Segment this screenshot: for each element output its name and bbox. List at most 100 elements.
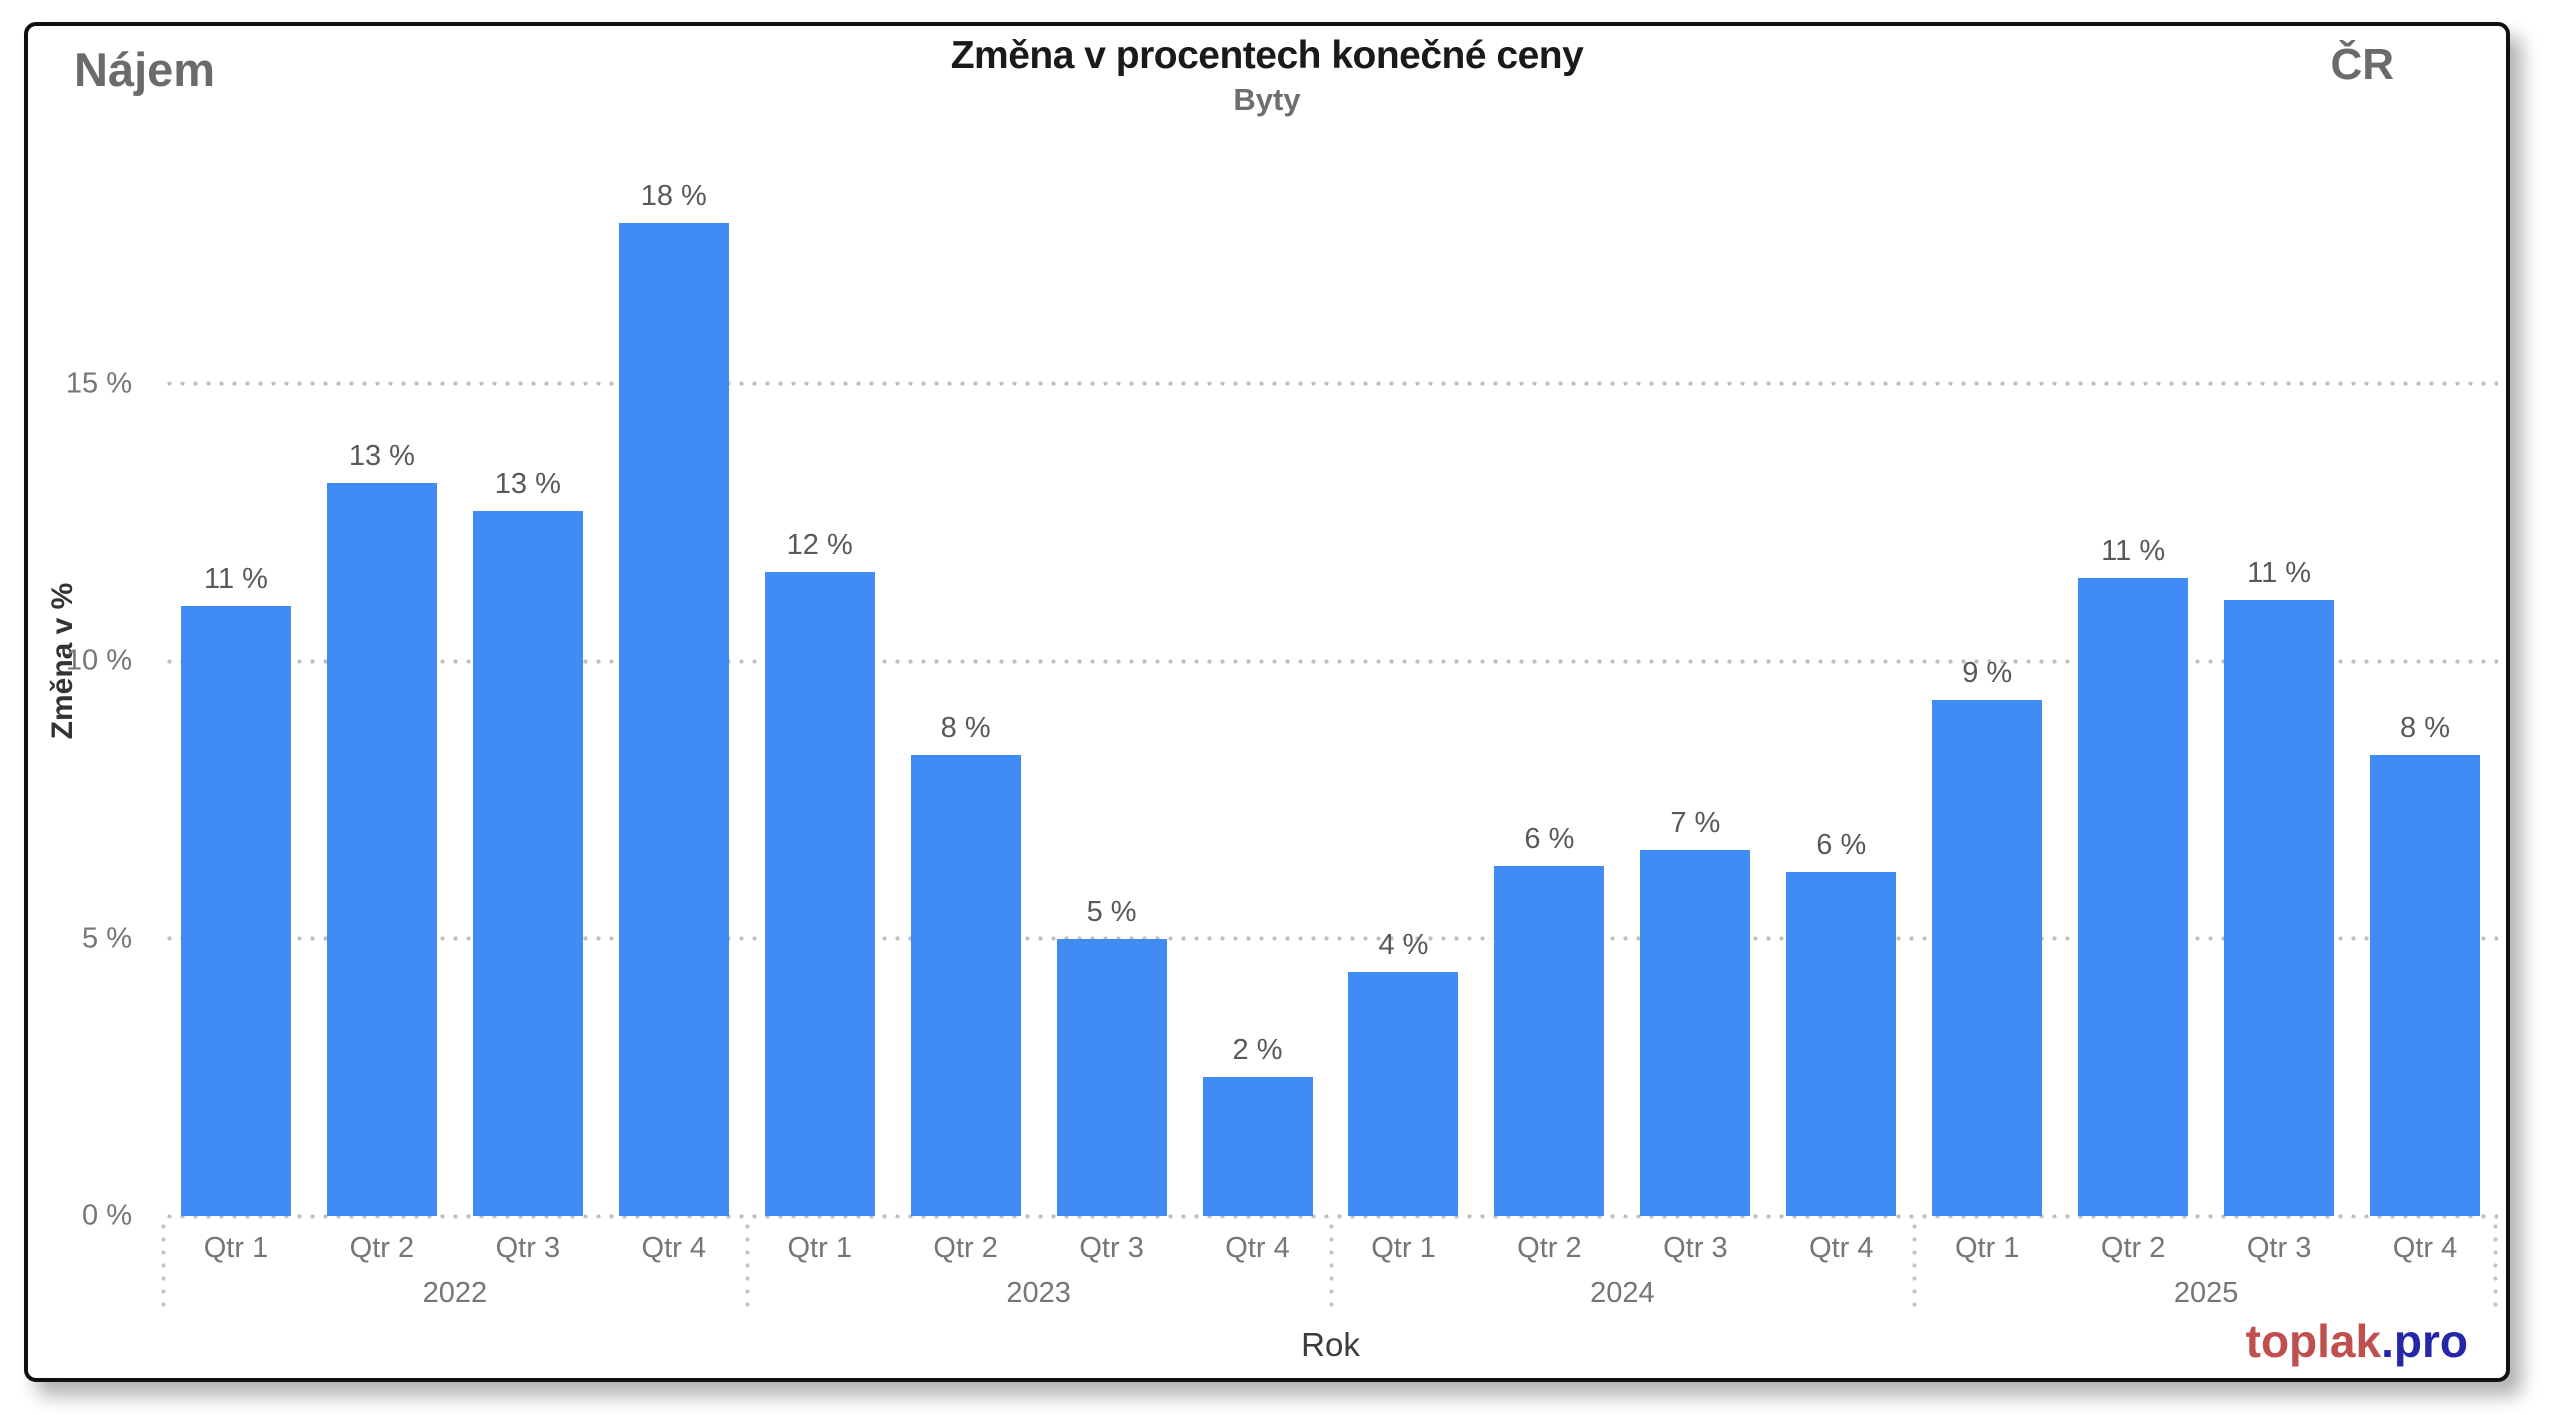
chart-title: Změna v procentech konečné ceny xyxy=(950,34,1584,77)
bar-slot: 9 % xyxy=(1914,106,2060,1216)
gridline xyxy=(163,658,2498,664)
bar-data-label: 12 % xyxy=(786,529,853,562)
bar-slot: 8 % xyxy=(893,106,1039,1216)
bar-data-label: 6 % xyxy=(1524,823,1575,856)
gridline xyxy=(163,1213,2498,1219)
quarter-tick-label: Qtr 3 xyxy=(2246,1232,2312,1264)
bar-slot: 18 % xyxy=(601,106,747,1216)
bar-slot: 13 % xyxy=(309,106,455,1216)
y-axis-ticks: 0 % 5 % 10 % 15 % xyxy=(28,106,148,1232)
quarter-tick-label: Qtr 2 xyxy=(349,1232,415,1264)
bar-data-label: 18 % xyxy=(640,179,707,212)
plot-area: 11 % 13 % 13 % 18 % 12 % 8 % 5 % 2 % 4 % 6 % 7 % 6 … xyxy=(163,106,2498,1219)
bar-slot: 6 % xyxy=(1768,106,1914,1216)
watermark-secondary: .pro xyxy=(2381,1315,2468,1367)
x-axis-group-2024: Qtr 1 Qtr 2 Qtr 3 Qtr 4 2024 xyxy=(1328,1220,1915,1325)
bar-2024-qtr2: 6 % xyxy=(1494,823,1605,1216)
quarter-tick-label: Qtr 1 xyxy=(787,1232,852,1264)
bar-2025-qtr4: 8 % xyxy=(2370,712,2481,1216)
x-axis-group-2023: Qtr 1 Qtr 2 Qtr 3 Qtr 4 2023 xyxy=(744,1220,1331,1325)
bar-slot: 12 % xyxy=(747,106,893,1216)
bar-2025-qtr1: 9 % xyxy=(1932,657,2043,1216)
bar-2022-qtr2: 13 % xyxy=(326,440,437,1216)
y-tick-label: 5 % xyxy=(82,922,132,954)
quarter-tick-label: Qtr 3 xyxy=(495,1232,561,1264)
bar-data-label: 11 % xyxy=(2101,534,2166,567)
bar-slot: 5 % xyxy=(1039,106,1185,1216)
x-axis-group-2025: Qtr 1 Qtr 2 Qtr 3 Qtr 4 2025 xyxy=(1912,1220,2498,1325)
y-tick-label: 10 % xyxy=(65,644,132,677)
quarter-tick-label: Qtr 1 xyxy=(1954,1232,2020,1264)
bar-slot: 2 % xyxy=(1185,106,1331,1216)
bar-2024-qtr4: 6 % xyxy=(1786,829,1897,1216)
watermark: toplak.pro xyxy=(2246,1314,2468,1368)
bar-slot: 6 % xyxy=(1476,106,1622,1216)
quarter-label-row: Qtr 1 Qtr 2 Qtr 3 Qtr 4 xyxy=(1914,1232,2498,1265)
bar-2022-qtr3: 13 % xyxy=(472,468,583,1216)
quarter-tick-label: Qtr 4 xyxy=(1809,1232,1874,1264)
x-axis-title: Rok xyxy=(1301,1326,1360,1363)
year-separator xyxy=(2493,1220,2498,1315)
bar-2024-qtr1: 4 % xyxy=(1348,929,1459,1216)
bar-data-label: 7 % xyxy=(1670,806,1721,839)
bar-data-label: 11 % xyxy=(2247,556,2312,589)
quarter-tick-label: Qtr 4 xyxy=(641,1232,707,1264)
bar-2025-qtr3: 11 % xyxy=(2224,557,2335,1216)
quarter-tick-label: Qtr 2 xyxy=(2100,1232,2166,1264)
bar-data-label: 4 % xyxy=(1378,928,1429,961)
bar-slot: 7 % xyxy=(1622,106,1768,1216)
bar-data-label: 11 % xyxy=(203,562,268,595)
bar-data-label: 13 % xyxy=(494,468,561,501)
bar-data-label: 13 % xyxy=(348,440,415,473)
bar-2022-qtr1: 11 % xyxy=(180,563,291,1216)
year-tick-label: 2023 xyxy=(1006,1277,1071,1309)
bar-slot: 13 % xyxy=(455,106,601,1216)
quarter-tick-label: Qtr 2 xyxy=(1517,1232,1582,1264)
year-tick-label: 2022 xyxy=(422,1277,488,1309)
bar-data-label: 8 % xyxy=(940,712,991,745)
quarter-tick-label: Qtr 3 xyxy=(1079,1232,1144,1264)
bar-data-label: 9 % xyxy=(1962,656,2013,689)
quarter-tick-label: Qtr 4 xyxy=(2392,1232,2458,1264)
year-group-2023: 12 % 8 % 5 % 2 % xyxy=(747,106,1331,1216)
bar-2023-qtr2: 8 % xyxy=(910,712,1021,1216)
top-right-label: ČR xyxy=(2330,40,2394,89)
year-tick-label: 2024 xyxy=(1590,1277,1655,1309)
quarter-tick-label: Qtr 3 xyxy=(1663,1232,1728,1264)
year-group-2022: 11 % 13 % 13 % 18 % xyxy=(163,106,747,1216)
bar-2023-qtr4: 2 % xyxy=(1202,1034,1313,1216)
gridline xyxy=(163,381,2498,386)
top-left-label: Nájem xyxy=(74,43,216,96)
bar-slot: 8 % xyxy=(2352,106,2498,1216)
y-tick-label: 15 % xyxy=(65,367,132,399)
year-group-2025: 9 % 11 % 11 % 8 % xyxy=(1914,106,2498,1216)
quarter-label-row: Qtr 1 Qtr 2 Qtr 3 Qtr 4 xyxy=(163,1232,747,1265)
watermark-primary: toplak xyxy=(2245,1315,2382,1367)
bar-2024-qtr3: 7 % xyxy=(1640,807,1751,1216)
bar-data-label: 8 % xyxy=(2400,712,2451,745)
year-group-2024: 4 % 6 % 7 % 6 % xyxy=(1331,106,1915,1216)
bar-slot: 11 % xyxy=(2206,106,2352,1216)
quarter-tick-label: Qtr 1 xyxy=(203,1232,269,1264)
bar-data-label: 5 % xyxy=(1086,895,1137,928)
y-tick-label: 0 % xyxy=(82,1199,132,1232)
quarter-label-row: Qtr 1 Qtr 2 Qtr 3 Qtr 4 xyxy=(747,1232,1331,1265)
bar-2025-qtr2: 11 % xyxy=(2078,535,2189,1216)
year-tick-label: 2025 xyxy=(2173,1277,2239,1309)
bar-slot: 11 % xyxy=(2060,106,2206,1216)
bar-2023-qtr1: 12 % xyxy=(764,529,875,1216)
quarter-tick-label: Qtr 4 xyxy=(1225,1232,1290,1264)
bar-2022-qtr4: 18 % xyxy=(618,180,729,1216)
x-axis-group-2022: Qtr 1 Qtr 2 Qtr 3 Qtr 4 2022 xyxy=(161,1220,747,1325)
bar-slot: 4 % xyxy=(1331,106,1477,1216)
quarter-label-row: Qtr 1 Qtr 2 Qtr 3 Qtr 4 xyxy=(1331,1232,1915,1265)
chart-subtitle: Byty xyxy=(1233,82,1301,117)
quarter-tick-label: Qtr 1 xyxy=(1371,1232,1436,1264)
quarter-tick-label: Qtr 2 xyxy=(933,1232,998,1264)
chart-card: Nájem Změna v procentech konečné ceny By… xyxy=(24,22,2510,1382)
bar-groups: 11 % 13 % 13 % 18 % 12 % 8 % 5 % 2 % 4 % 6 % 7 % 6 … xyxy=(163,106,2498,1216)
bar-data-label: 6 % xyxy=(1816,828,1867,861)
gridline xyxy=(163,936,2498,941)
bar-data-label: 2 % xyxy=(1232,1034,1283,1067)
